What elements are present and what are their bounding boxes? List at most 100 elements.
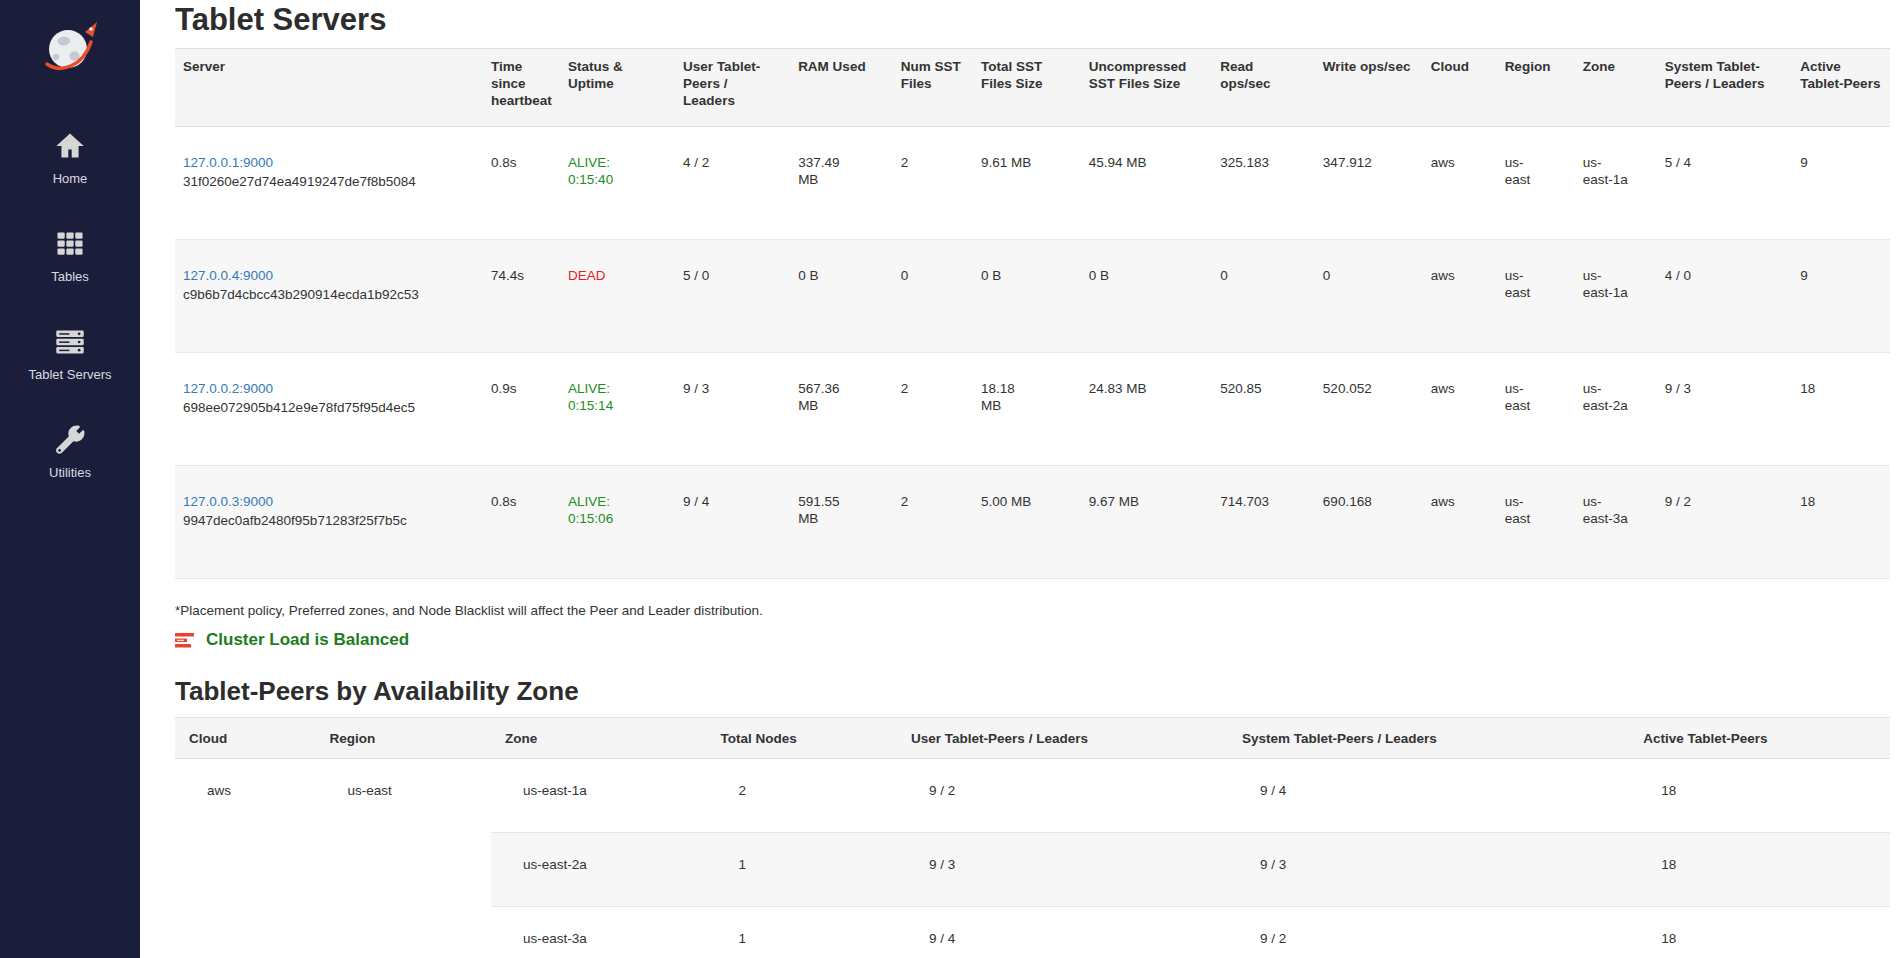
sidebar-item-tables[interactable]: Tables (0, 228, 140, 284)
cell-user-tablet-peers: 9 / 3 (897, 833, 1228, 907)
cell-uncompressed-sst-size: 24.83 MB (1081, 353, 1212, 466)
cell-zone: us-east-1a (1575, 127, 1657, 240)
col-header-user-tablet-peers: User Tablet-Peers / Leaders (897, 718, 1228, 759)
cell-ram-used: 567.36 MB (790, 353, 893, 466)
cell-system-tablet-peers: 4 / 0 (1657, 240, 1793, 353)
sidebar-item-label: Tables (0, 269, 140, 284)
table-row: 127.0.0.2:9000 698ee072905b412e9e78fd75f… (175, 353, 1890, 466)
col-header-active-tablet-peers: Active Tablet-Peers (1629, 718, 1890, 759)
col-header-user-tablet-peers: User Tablet-Peers / Leaders (675, 49, 790, 127)
tablet-servers-icon (54, 326, 86, 358)
cell-status-uptime: ALIVE: 0:15:14 (560, 353, 675, 466)
server-address-link[interactable]: 127.0.0.4:9000 (183, 268, 273, 283)
server-uuid: 698ee072905b412e9e78fd75f95d4ec5 (183, 400, 475, 417)
cell-total-nodes: 1 (707, 907, 898, 958)
cell-zone: us-east-3a (1575, 466, 1657, 579)
section-title-tablet-peers-by-az: Tablet-Peers by Availability Zone (175, 676, 1890, 707)
cell-server: 127.0.0.2:9000 698ee072905b412e9e78fd75f… (175, 353, 483, 466)
cell-num-sst-files: 2 (893, 127, 973, 240)
server-uuid: 9947dec0afb2480f95b71283f25f7b5c (183, 513, 475, 530)
cell-system-tablet-peers: 5 / 4 (1657, 127, 1793, 240)
cell-status-uptime: ALIVE: 0:15:40 (560, 127, 675, 240)
uptime-text: 0:15:14 (568, 398, 667, 415)
table-row: aws us-east us-east-1a 2 9 / 2 9 / 4 18 (175, 759, 1890, 833)
col-header-system-tablet-peers: System Tablet-Peers / Leaders (1657, 49, 1793, 127)
cell-read-ops: 520.85 (1212, 353, 1315, 466)
cell-ram-used: 0 B (790, 240, 893, 353)
yugabyte-logo-icon[interactable] (39, 16, 101, 78)
cell-user-tablet-peers: 9 / 2 (897, 759, 1228, 833)
cell-region: us-east (1497, 353, 1575, 466)
sidebar: Home Tables (0, 0, 140, 958)
cell-status-uptime: ALIVE: 0:15:06 (560, 466, 675, 579)
cell-num-sst-files: 2 (893, 353, 973, 466)
uptime-text: 0:15:40 (568, 172, 667, 189)
cell-active-tablet-peers: 9 (1792, 240, 1890, 353)
col-header-zone: Zone (491, 718, 707, 759)
server-address-link[interactable]: 127.0.0.2:9000 (183, 381, 273, 396)
cell-active-tablet-peers: 18 (1629, 907, 1890, 958)
cell-heartbeat: 0.9s (483, 353, 560, 466)
cell-active-tablet-peers: 18 (1629, 833, 1890, 907)
cell-cloud: aws (1423, 240, 1497, 353)
cell-write-ops: 520.052 (1315, 353, 1423, 466)
server-address-link[interactable]: 127.0.0.1:9000 (183, 155, 273, 170)
status-text: ALIVE: (568, 494, 667, 511)
placement-footnote: *Placement policy, Preferred zones, and … (175, 603, 1890, 618)
cluster-load-status: Cluster Load is Balanced (175, 630, 1890, 650)
cell-write-ops: 690.168 (1315, 466, 1423, 579)
cell-server: 127.0.0.1:9000 31f0260e27d74ea4919247de7… (175, 127, 483, 240)
col-header-region: Region (315, 718, 491, 759)
cell-system-tablet-peers: 9 / 2 (1657, 466, 1793, 579)
cell-num-sst-files: 2 (893, 466, 973, 579)
page-title: Tablet Servers (175, 2, 1890, 38)
cell-user-tablet-peers: 4 / 2 (675, 127, 790, 240)
table-row: 127.0.0.3:9000 9947dec0afb2480f95b71283f… (175, 466, 1890, 579)
cell-total-sst-size: 9.61 MB (973, 127, 1081, 240)
cell-heartbeat: 74.4s (483, 240, 560, 353)
cell-cloud: aws (1423, 353, 1497, 466)
server-address-link[interactable]: 127.0.0.3:9000 (183, 494, 273, 509)
cell-region: us-east (1497, 240, 1575, 353)
cell-cloud: aws (1423, 466, 1497, 579)
cell-zone: us-east-3a (491, 907, 707, 958)
cell-active-tablet-peers: 18 (1629, 759, 1890, 833)
cell-total-sst-size: 5.00 MB (973, 466, 1081, 579)
status-text: DEAD (568, 268, 667, 285)
cell-user-tablet-peers: 9 / 4 (675, 466, 790, 579)
col-header-system-tablet-peers: System Tablet-Peers / Leaders (1228, 718, 1629, 759)
col-header-write-ops: Write ops/sec (1315, 49, 1423, 127)
sidebar-item-home[interactable]: Home (0, 130, 140, 186)
cell-uncompressed-sst-size: 9.67 MB (1081, 466, 1212, 579)
col-header-total-sst-size: Total SST Files Size (973, 49, 1081, 127)
col-header-zone: Zone (1575, 49, 1657, 127)
status-text: ALIVE: (568, 155, 667, 172)
tablet-servers-table: Server Time since heartbeat Status & Upt… (175, 48, 1890, 579)
server-uuid: 31f0260e27d74ea4919247de7f8b5084 (183, 174, 475, 191)
cell-server: 127.0.0.3:9000 9947dec0afb2480f95b71283f… (175, 466, 483, 579)
cell-num-sst-files: 0 (893, 240, 973, 353)
table-row: 127.0.0.4:9000 c9b6b7d4cbcc43b290914ecda… (175, 240, 1890, 353)
tablet-peers-by-zone-table: Cloud Region Zone Total Nodes User Table… (175, 717, 1890, 958)
main-content: Tablet Servers Server Time since heartbe… (140, 0, 1900, 958)
tables-icon (54, 228, 86, 260)
home-icon (54, 130, 86, 162)
cell-region: us-east (1497, 466, 1575, 579)
cell-write-ops: 0 (1315, 240, 1423, 353)
cell-cloud: aws (1423, 127, 1497, 240)
cell-server: 127.0.0.4:9000 c9b6b7d4cbcc43b290914ecda… (175, 240, 483, 353)
cell-active-tablet-peers: 9 (1792, 127, 1890, 240)
table-header-row: Cloud Region Zone Total Nodes User Table… (175, 718, 1890, 759)
cell-zone: us-east-2a (1575, 353, 1657, 466)
col-header-active-tablet-peers: Active Tablet-Peers (1792, 49, 1890, 127)
cell-zone: us-east-2a (491, 833, 707, 907)
cell-user-tablet-peers: 5 / 0 (675, 240, 790, 353)
sidebar-item-utilities[interactable]: Utilities (0, 424, 140, 480)
cluster-load-message: Cluster Load is Balanced (206, 630, 409, 650)
col-header-cloud: Cloud (175, 718, 315, 759)
cell-zone: us-east-1a (491, 759, 707, 833)
cell-uncompressed-sst-size: 45.94 MB (1081, 127, 1212, 240)
cell-heartbeat: 0.8s (483, 127, 560, 240)
sidebar-item-tablet-servers[interactable]: Tablet Servers (0, 326, 140, 382)
cell-write-ops: 347.912 (1315, 127, 1423, 240)
